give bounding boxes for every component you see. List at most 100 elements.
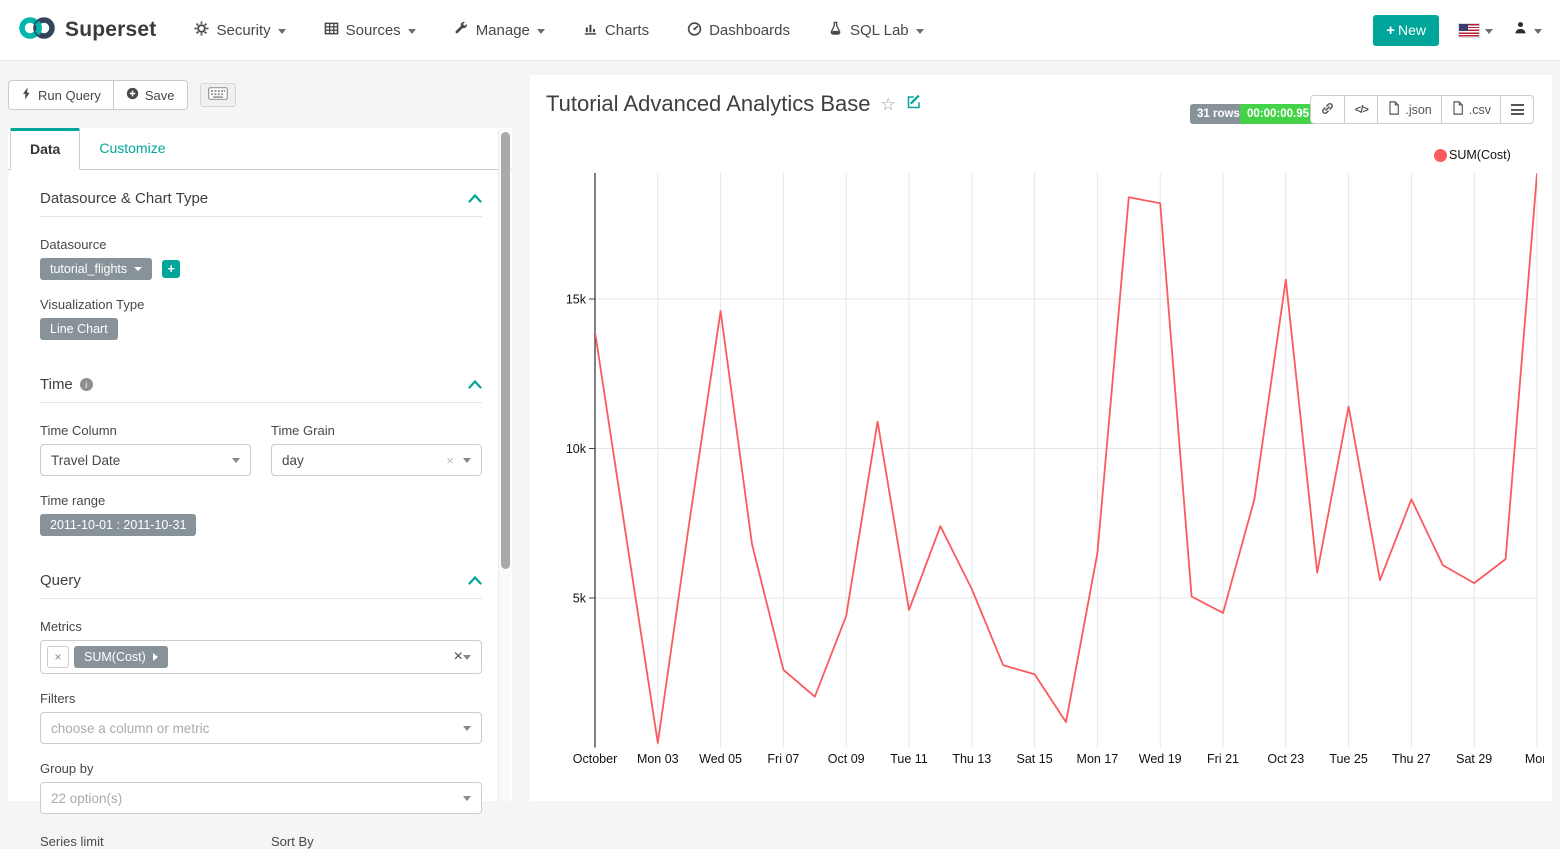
section-title: Query [40,572,81,589]
filters-control: Filters choose a column or metric [40,691,482,744]
line-chart[interactable]: 5k 10k 15k October Mon 03 Wed 05 Fri 07 Oct 09 T… [530,170,1544,801]
nav-item-label: SQL Lab [849,21,909,39]
chart-menu-button[interactable] [1500,95,1534,124]
file-icon [1451,101,1464,118]
svg-text:Mon: Mon [1525,752,1544,766]
link-icon [1320,101,1335,119]
svg-text:October: October [573,752,617,766]
section-title: Datasource & Chart Type [40,190,209,207]
datasource-label: Datasource [40,237,107,252]
export-csv-button[interactable]: .csv [1440,95,1501,124]
svg-text:Thu 27: Thu 27 [1392,752,1431,766]
time-range-value: 2011-10-01 : 2011-10-31 [50,518,187,532]
viz-type-value: Line Chart [50,322,108,336]
nav-item-sql-lab[interactable]: SQL Lab [828,21,924,40]
filters-placeholder: choose a column or metric [51,720,210,736]
clear-icon[interactable]: × [453,648,463,665]
nav-right: + New [1373,14,1542,46]
metrics-label: Metrics [40,619,82,634]
datasource-value-pill[interactable]: tutorial_flights [40,258,153,280]
filters-select[interactable]: choose a column or metric [40,712,482,744]
superset-logo-icon [18,15,56,46]
time-grain-select[interactable]: day × [271,444,482,476]
csv-label: .csv [1468,102,1491,117]
user-menu[interactable] [1513,20,1542,40]
row-count-badge: 31 rows [1190,104,1247,124]
export-json-button[interactable]: .json [1377,95,1442,124]
svg-text:Sat 15: Sat 15 [1017,752,1053,766]
dashboard-icon [687,21,702,40]
edit-icon[interactable] [906,94,922,115]
chevron-down-icon [134,267,143,271]
chart-legend[interactable]: SUM(Cost) [1434,148,1511,162]
time-column-select[interactable]: Travel Date [40,444,251,476]
time-range-control: Time range 2011-10-01 : 2011-10-31 [40,493,482,536]
language-selector[interactable] [1459,23,1493,37]
chevron-down-icon [463,457,471,463]
panel-scrollbar[interactable] [498,129,511,801]
chevron-down-icon [915,28,924,34]
flask-icon [828,21,843,40]
groupby-label: Group by [40,761,94,776]
chevron-up-icon[interactable] [468,376,482,393]
svg-text:Sat 29: Sat 29 [1456,752,1492,766]
groupby-select[interactable]: 22 option(s) [40,782,482,814]
nav-item-sources[interactable]: Sources [324,21,416,40]
panel-tabs: Data Customize [8,128,512,170]
divider [40,598,482,599]
scrollbar-thumb[interactable] [500,132,510,569]
nav-menu: Security Sources Manage Charts Dashboard… [194,20,924,40]
save-button[interactable]: Save [112,80,188,110]
svg-text:10k: 10k [566,442,587,456]
nav-item-label: Sources [345,21,401,39]
svg-text:Tue 25: Tue 25 [1329,752,1368,766]
chevron-down-icon [536,28,545,34]
view-query-button[interactable]: </> [1344,95,1379,124]
nav-item-security[interactable]: Security [194,20,286,40]
us-flag-icon [1459,23,1479,37]
divider [40,216,482,217]
run-query-label: Run Query [38,87,101,103]
metric-pill[interactable]: SUM(Cost) [74,646,168,668]
panel-body: Datasource & Chart Type Datasource tutor… [8,170,512,849]
nav-item-charts[interactable]: Charts [583,21,649,40]
svg-text:Wed 19: Wed 19 [1139,752,1182,766]
remove-token-icon[interactable]: × [47,646,69,668]
chevron-down-icon [1485,28,1493,34]
svg-text:5k: 5k [573,592,587,606]
svg-text:15k: 15k [566,293,587,307]
groupby-control: Group by 22 option(s) [40,761,482,814]
metrics-select[interactable]: × SUM(Cost) × [40,640,482,674]
chevron-down-icon [407,28,416,34]
svg-text:Oct 09: Oct 09 [828,752,865,766]
add-datasource-button[interactable]: + [162,259,181,278]
new-button-label: New [1397,22,1426,38]
tab-data[interactable]: Data [10,128,81,170]
svg-text:Thu 13: Thu 13 [952,752,991,766]
brand-name: Superset [65,18,157,41]
chevron-up-icon[interactable] [468,572,482,589]
favorite-star-icon[interactable]: ☆ [880,94,896,114]
nav-item-label: Dashboards [709,21,790,39]
top-navbar: Superset Security Sources Manage Charts [0,0,1560,61]
viz-type-value-pill[interactable]: Line Chart [40,318,118,340]
info-icon: i [79,378,93,391]
new-button[interactable]: + New [1373,14,1439,46]
time-range-value-pill[interactable]: 2011-10-01 : 2011-10-31 [40,514,197,536]
keyboard-shortcuts-button[interactable] [199,83,236,107]
svg-text:Mon 03: Mon 03 [637,752,679,766]
clear-icon[interactable]: × [446,452,454,468]
time-column-control: Time Column Travel Date [40,423,251,476]
svg-text:Fri 21: Fri 21 [1207,752,1239,766]
short-url-button[interactable] [1310,95,1346,124]
chevron-down-icon [232,457,240,463]
run-query-button[interactable]: Run Query [8,80,114,110]
nav-item-dashboards[interactable]: Dashboards [687,21,790,40]
filters-label: Filters [40,691,76,706]
tab-customize[interactable]: Customize [99,140,166,156]
wrench-icon [454,21,469,40]
chevron-up-icon[interactable] [468,190,482,207]
nav-item-manage[interactable]: Manage [454,21,545,40]
save-label: Save [144,87,175,103]
superset-brand[interactable]: Superset [18,15,156,46]
